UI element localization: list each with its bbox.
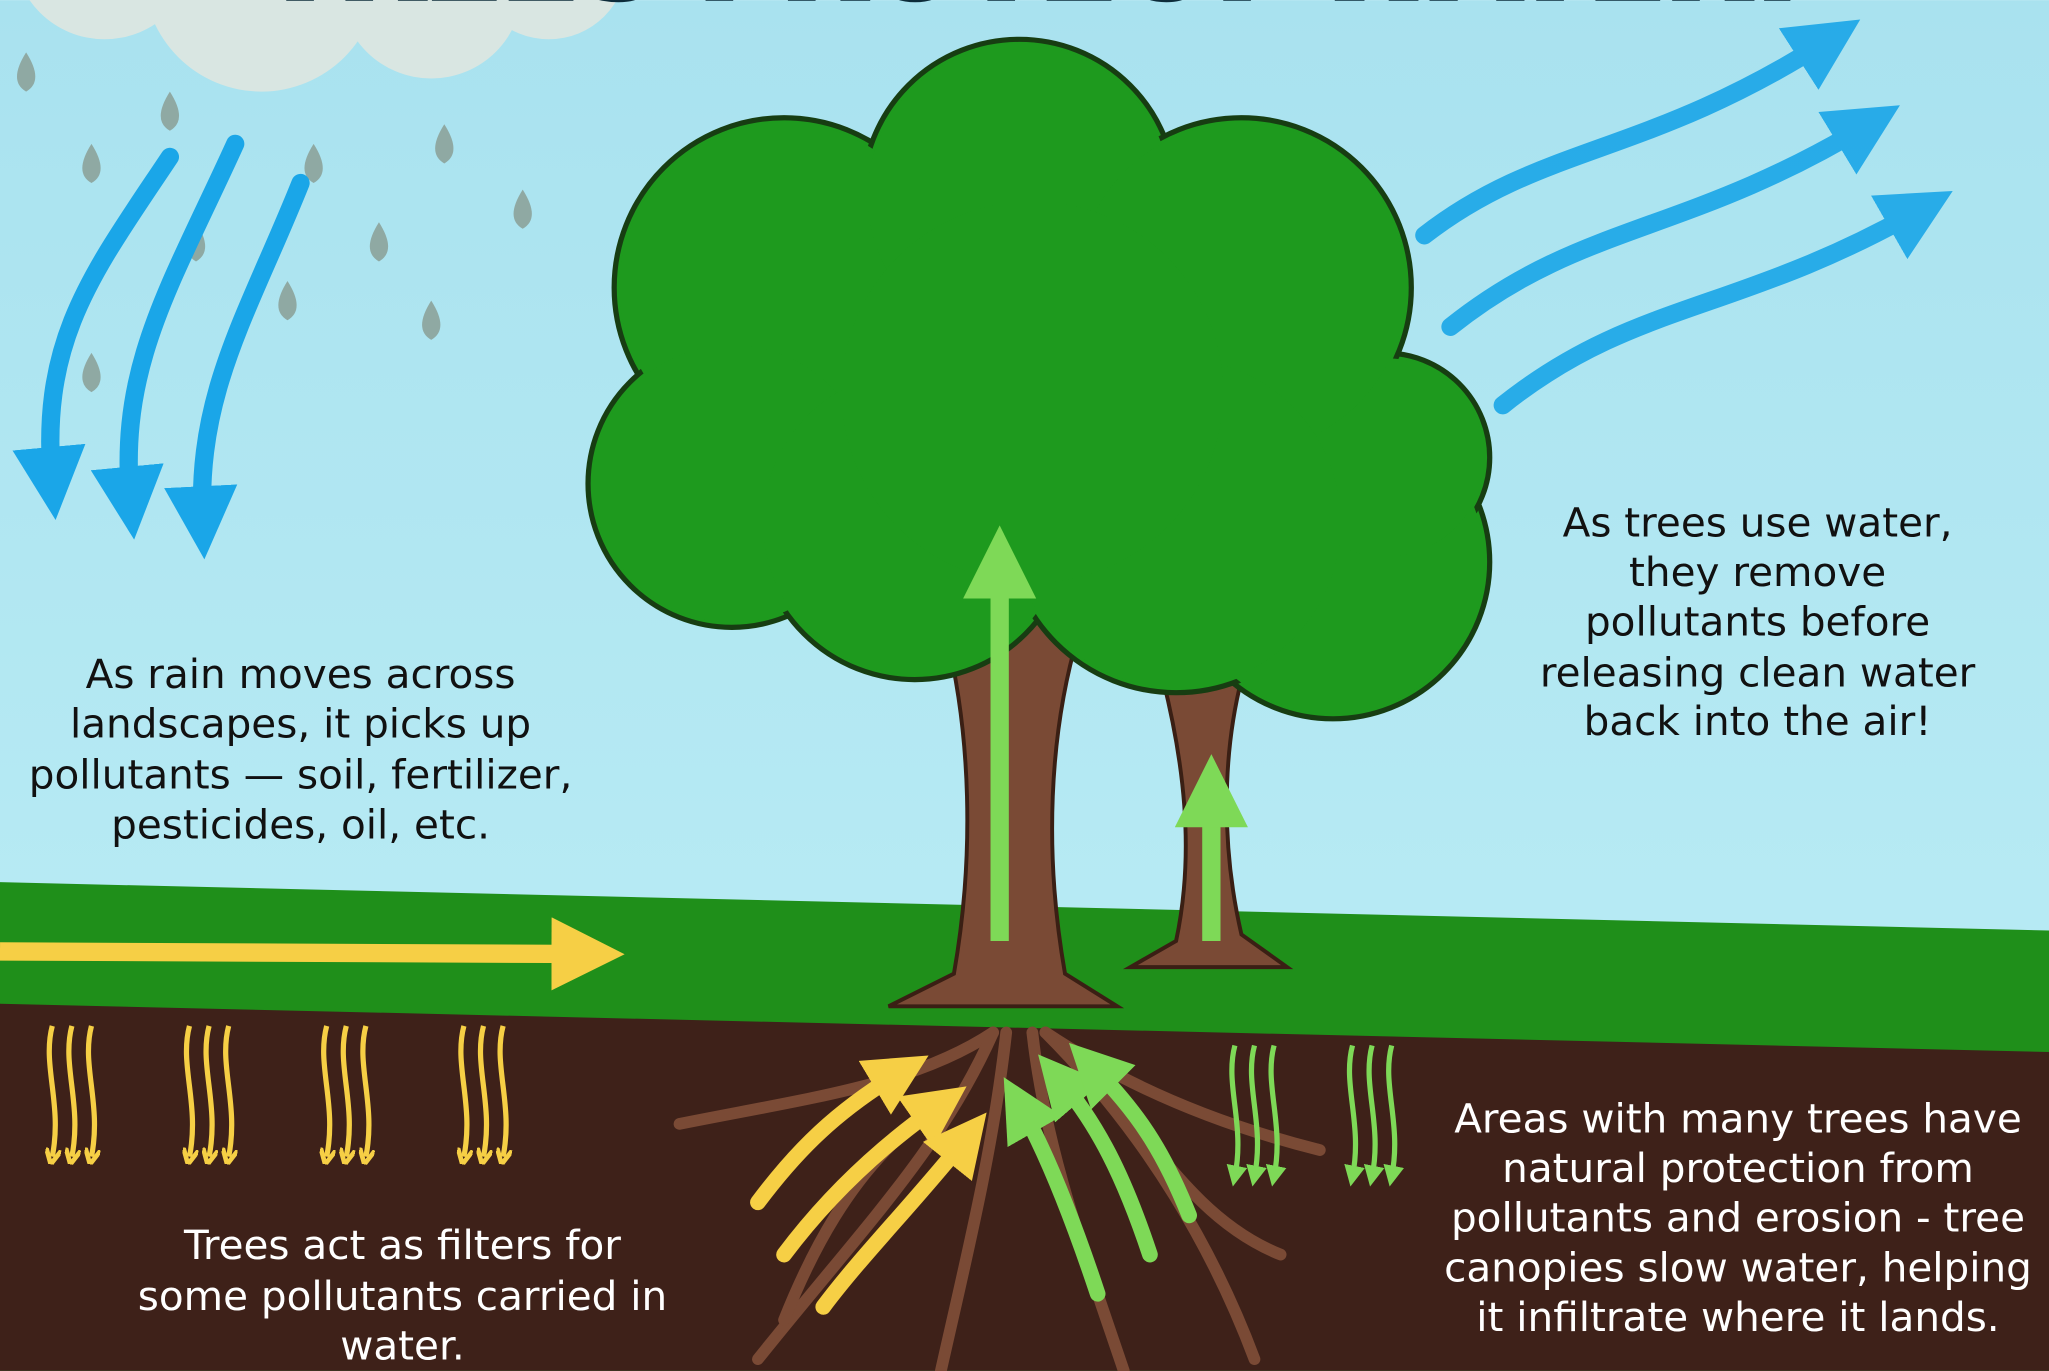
note-line: As trees use water, — [1563, 498, 1953, 546]
note-line: canopies slow water, helping — [1444, 1243, 2032, 1291]
infographic: TREES PROTECT WATER! — [0, 0, 2049, 1371]
note-line: Trees act as filters for — [183, 1221, 621, 1269]
note-line: water. — [340, 1322, 465, 1370]
note-line: back into the air! — [1584, 697, 1932, 745]
note-line: pollutants and erosion - tree — [1451, 1194, 2025, 1242]
page: TREES PROTECT WATER! — [0, 0, 2049, 1371]
note-transpiration: As trees use water, they remove pollutan… — [1540, 498, 1976, 745]
note-line: it infiltrate where it lands. — [1476, 1293, 1999, 1341]
title: TREES PROTECT WATER! — [262, 0, 1803, 24]
note-line: As rain moves across — [86, 650, 516, 698]
note-line: pollutants — soil, fertilizer, — [29, 751, 573, 799]
note-line: some pollutants carried in — [138, 1272, 667, 1320]
note-line: pesticides, oil, etc. — [111, 800, 490, 848]
note-line: pollutants before — [1585, 598, 1930, 646]
runoff-arrow — [0, 951, 588, 954]
note-line: landscapes, it picks up — [70, 700, 531, 748]
note-line: releasing clean water — [1540, 649, 1976, 697]
note-line: they remove — [1629, 548, 1886, 596]
note-line: natural protection from — [1502, 1144, 1974, 1192]
note-line: Areas with many trees have — [1454, 1094, 2022, 1142]
note-protection: Areas with many trees have natural prote… — [1444, 1094, 2032, 1341]
